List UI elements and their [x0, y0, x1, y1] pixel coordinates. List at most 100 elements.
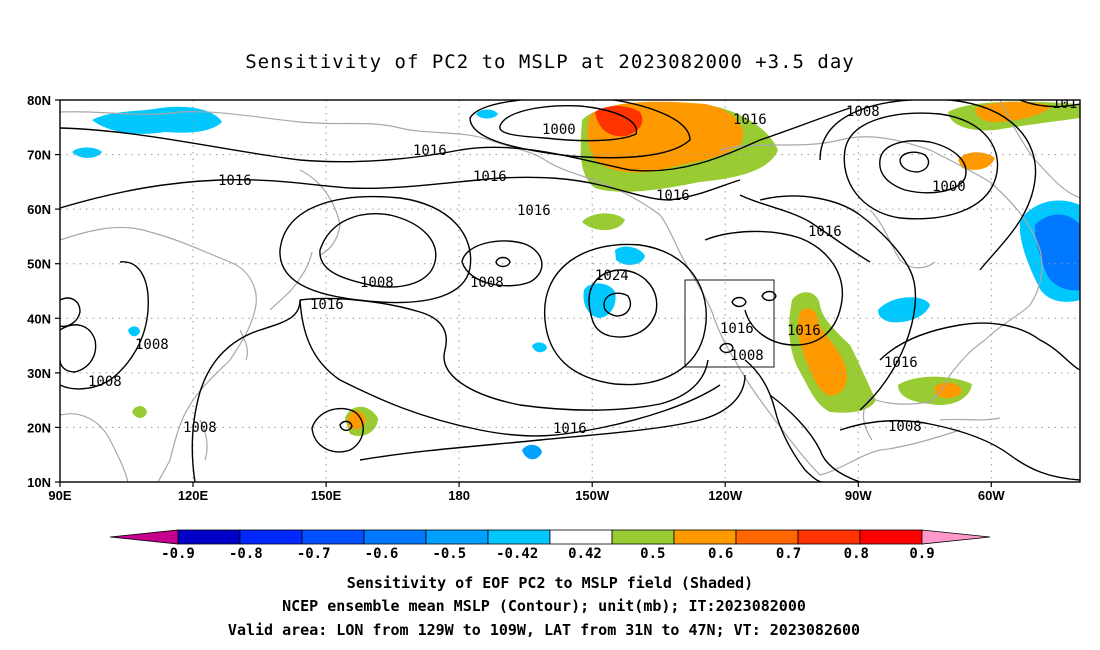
contour-label: 1008 [360, 275, 394, 291]
contour-1016-north-2 [60, 176, 741, 209]
contour-label: 1016 [656, 188, 690, 204]
contour-1016-east-us [879, 322, 1080, 371]
contour-label: 1016 [310, 297, 344, 313]
lat-tick-label: 80N [27, 93, 51, 108]
coast-canada-arctic [719, 136, 991, 183]
colorbar-boxes [109, 529, 991, 545]
colorbar-label: 0.5 [640, 546, 665, 562]
shade-positive-hudson [958, 152, 995, 170]
contour-label: 1008 [730, 348, 764, 364]
caption: Sensitivity of EOF PC2 to MSLP field (Sh… [228, 574, 860, 639]
colorbar-label: 0.42 [568, 546, 602, 562]
colorbar-box [735, 529, 799, 545]
colorbar-label: -0.7 [297, 546, 331, 562]
colorbar-label: -0.42 [496, 546, 538, 562]
lon-tick-label: 120W [708, 488, 743, 503]
coast-central-america [819, 429, 961, 476]
contour-east-asia-1008 [60, 261, 149, 390]
coast-japan [269, 251, 313, 311]
contour-labrador-1016 [819, 100, 1037, 271]
contour-1008-thermal-low [744, 359, 823, 482]
colorbar-low-extend [109, 529, 179, 545]
map-panel: 1000 1016 1008 1016 1016 1016 1016 1000 … [27, 93, 1081, 503]
colorbar-box [611, 529, 675, 545]
contour-label: 1000 [542, 122, 576, 138]
shade-negative-arctic-sea [476, 109, 498, 119]
coast-hudson-bay [869, 209, 936, 269]
contour-label: 1008 [183, 420, 217, 436]
shade-positive-vietnam [132, 406, 147, 418]
colorbar-label: -0.8 [229, 546, 263, 562]
colorbar-box [425, 529, 489, 545]
shade-negative-east-us [878, 297, 930, 323]
contour-label: 1016 [884, 355, 918, 371]
contour-1016-north [60, 107, 851, 172]
coast-caribbean [939, 417, 1001, 421]
latitude-labels: 80N 70N 60N 50N 40N 30N 20N 10N [27, 93, 51, 490]
contour-typhoon-inner [339, 420, 353, 432]
contour-label: 1008 [888, 419, 922, 435]
lon-tick-label: 90W [845, 488, 872, 503]
colorbar-box [797, 529, 861, 545]
colorbar: -0.9 -0.8 -0.7 -0.6 -0.5 -0.42 0.42 0.5 … [109, 529, 991, 562]
caption-line-1: Sensitivity of EOF PC2 to MSLP field (Sh… [347, 574, 753, 592]
colorbar-box [549, 529, 613, 545]
contour-typhoon-1008 [311, 407, 364, 453]
contour-label: 101 [1052, 96, 1077, 112]
mslp-contours [60, 100, 1080, 482]
contour-1008-caribbean [839, 419, 1080, 481]
coast-kamchatka [299, 169, 341, 256]
contour-label: 1016 [218, 173, 252, 189]
contour-label: 1000 [932, 179, 966, 195]
shade-negative-small-2 [128, 326, 140, 337]
contour-label: 1008 [846, 104, 880, 120]
colorbar-box [301, 529, 365, 545]
colorbar-label: -0.9 [161, 546, 195, 562]
contour-label: 1016 [733, 112, 767, 128]
shade-negative-pacific-high-2 [615, 246, 645, 265]
contour-east-asia-1008-b [60, 324, 97, 373]
figure-title: Sensitivity of PC2 to MSLP at 2023082000… [245, 51, 855, 73]
contour-arctic-low-1000 [499, 104, 638, 142]
contour-label: 1016 [787, 323, 821, 339]
colorbar-label: 0.6 [708, 546, 733, 562]
lon-tick-label: 60W [978, 488, 1005, 503]
colorbar-box [487, 529, 551, 545]
lat-tick-label: 40N [27, 311, 51, 326]
colorbar-box [239, 529, 303, 545]
contour-aleutian-low-inner [495, 256, 511, 268]
contour-label: 1016 [473, 169, 507, 185]
shade-positive-gulf-alaska [582, 213, 625, 231]
coast-siberia [60, 111, 546, 161]
contour-siberia-low-1016 [279, 195, 472, 304]
colorbar-box [363, 529, 427, 545]
contour-na-small-1 [731, 296, 747, 308]
contour-labrador-low-1008 [843, 112, 999, 220]
lat-tick-label: 20N [27, 420, 51, 435]
shade-negative-siberia [92, 106, 222, 134]
contour-labels: 1000 1016 1008 1016 1016 1016 1016 1000 … [88, 96, 1077, 437]
lon-tick-label: 150W [575, 488, 610, 503]
contour-label: 1016 [808, 224, 842, 240]
contour-greenland-1016 [1019, 100, 1080, 108]
colorbar-high-extend [921, 529, 991, 545]
contour-label: 1024 [595, 268, 629, 284]
lat-tick-label: 30N [27, 366, 51, 381]
contour-pacific-1016-large [299, 297, 709, 411]
lon-tick-label: 90E [48, 488, 71, 503]
coast-east-canada [984, 181, 1043, 341]
contour-1016-canada-south [739, 194, 871, 263]
contour-label: 1008 [135, 337, 169, 353]
contour-1008-mexico [769, 394, 861, 482]
contour-aleutian-low-1008 [461, 240, 543, 287]
lon-tick-label: 120E [178, 488, 209, 503]
coast-gulf [862, 397, 931, 441]
coast-indochina [60, 413, 129, 482]
coast-philippines [199, 419, 208, 461]
shade-negative-hawaii [522, 444, 542, 460]
valid-area-box [684, 279, 775, 368]
caption-line-2: NCEP ensemble mean MSLP (Contour); unit(… [282, 597, 806, 615]
contour-label: 1008 [88, 374, 122, 390]
shade-positive-west-pacific-orange [348, 410, 366, 430]
